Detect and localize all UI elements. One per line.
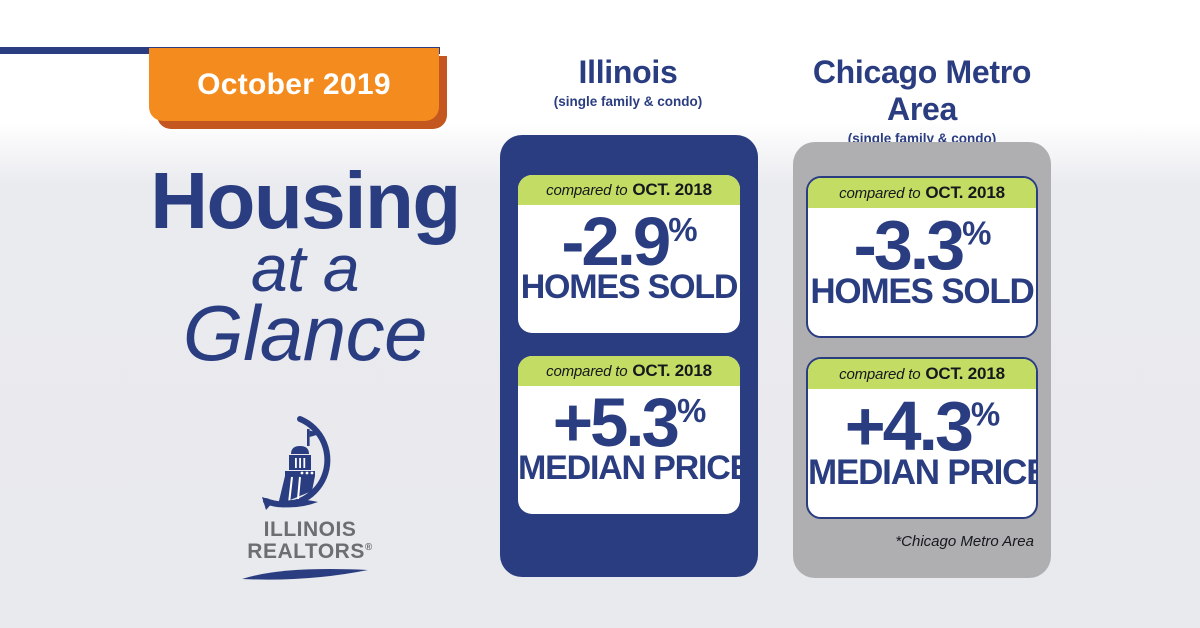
column-header-chicago: Chicago Metro Area (single family & cond… bbox=[789, 54, 1055, 146]
stat-card-illinois-homes-sold: compared to OCT. 2018 -2.9% HOMES SOLD bbox=[518, 175, 740, 333]
percent-sign: % bbox=[970, 395, 1000, 433]
compare-month: OCT. 2018 bbox=[925, 364, 1005, 383]
compare-prefix: compared to bbox=[839, 365, 921, 383]
stat-label: HOMES SOLD bbox=[520, 268, 739, 306]
stat-value: -2.9% bbox=[518, 207, 740, 276]
compare-prefix: compared to bbox=[546, 362, 628, 380]
stat-label: MEDIAN PRICE bbox=[518, 449, 740, 487]
stat-number: -2.9 bbox=[561, 203, 671, 280]
percent-sign: % bbox=[668, 211, 697, 248]
stat-card-header: compared to OCT. 2018 bbox=[808, 178, 1036, 208]
stat-card-header: compared to OCT. 2018 bbox=[808, 359, 1036, 389]
stat-number: +5.3 bbox=[552, 384, 680, 461]
page-title-line-2: at a bbox=[250, 231, 360, 305]
capitol-dome-circle-icon bbox=[262, 416, 331, 510]
logo-wordmark: ILLINOIS REALTORS® bbox=[240, 519, 380, 563]
stat-value: +4.3% bbox=[808, 391, 1036, 461]
registered-trademark-icon: ® bbox=[364, 541, 373, 553]
stat-card-body: -3.3% HOMES SOLD bbox=[808, 208, 1036, 315]
compare-prefix: compared to bbox=[839, 184, 921, 202]
month-badge-label: October 2019 bbox=[197, 67, 391, 101]
month-badge: October 2019 bbox=[149, 48, 447, 129]
logo-wordmark-line-2: REALTORS® bbox=[240, 539, 380, 563]
compare-month: OCT. 2018 bbox=[632, 180, 712, 199]
stat-card-body: +5.3% MEDIAN PRICE bbox=[518, 386, 740, 491]
percent-sign: % bbox=[962, 214, 991, 252]
stat-label: HOMES SOLD bbox=[810, 272, 1034, 311]
stat-value: +5.3% bbox=[518, 388, 740, 457]
compare-prefix: compared to bbox=[546, 181, 628, 199]
column-title-chicago: Chicago Metro Area bbox=[812, 54, 1032, 127]
illinois-realtors-logo: ILLINOIS REALTORS® bbox=[240, 413, 380, 582]
stat-value: -3.3% bbox=[808, 210, 1036, 280]
page-title-line-1: Housing bbox=[150, 156, 461, 245]
column-title-illinois: Illinois bbox=[578, 54, 678, 90]
logo-wordmark-line-1: ILLINOIS bbox=[263, 518, 357, 541]
month-badge-body: October 2019 bbox=[149, 48, 439, 121]
stat-card-chicago-median-price: compared to OCT. 2018 +4.3% MEDIAN PRICE bbox=[806, 357, 1038, 519]
stat-number: -3.3 bbox=[853, 206, 966, 284]
logo-swoosh-icon bbox=[242, 568, 368, 580]
stat-card-illinois-median-price: compared to OCT. 2018 +5.3% MEDIAN PRICE bbox=[518, 356, 740, 514]
compare-month: OCT. 2018 bbox=[925, 183, 1005, 202]
column-subtitle-illinois: (single family & condo) bbox=[553, 94, 703, 109]
stat-card-header: compared to OCT. 2018 bbox=[518, 356, 740, 386]
column-header-illinois: Illinois (single family & condo) bbox=[500, 54, 756, 109]
stat-card-header: compared to OCT. 2018 bbox=[518, 175, 740, 205]
stat-number: +4.3 bbox=[844, 387, 974, 465]
stat-card-chicago-homes-sold: compared to OCT. 2018 -3.3% HOMES SOLD bbox=[806, 176, 1038, 338]
page-title: Housing at a Glance bbox=[120, 156, 490, 377]
stat-card-body: +4.3% MEDIAN PRICE bbox=[808, 389, 1036, 496]
logo-wordmark-line-2-text: REALTORS bbox=[247, 539, 365, 563]
stat-label: MEDIAN PRICE bbox=[808, 453, 1038, 492]
percent-sign: % bbox=[676, 392, 706, 429]
stat-card-body: -2.9% HOMES SOLD bbox=[518, 205, 740, 310]
compare-month: OCT. 2018 bbox=[632, 361, 712, 380]
footnote-chicago-metro: *Chicago Metro Area bbox=[895, 533, 1034, 550]
page-title-line-3: Glance bbox=[182, 288, 428, 377]
